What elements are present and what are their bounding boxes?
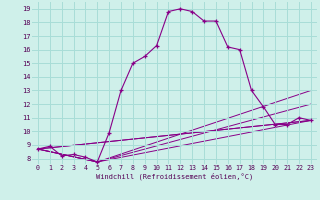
X-axis label: Windchill (Refroidissement éolien,°C): Windchill (Refroidissement éolien,°C): [96, 173, 253, 180]
